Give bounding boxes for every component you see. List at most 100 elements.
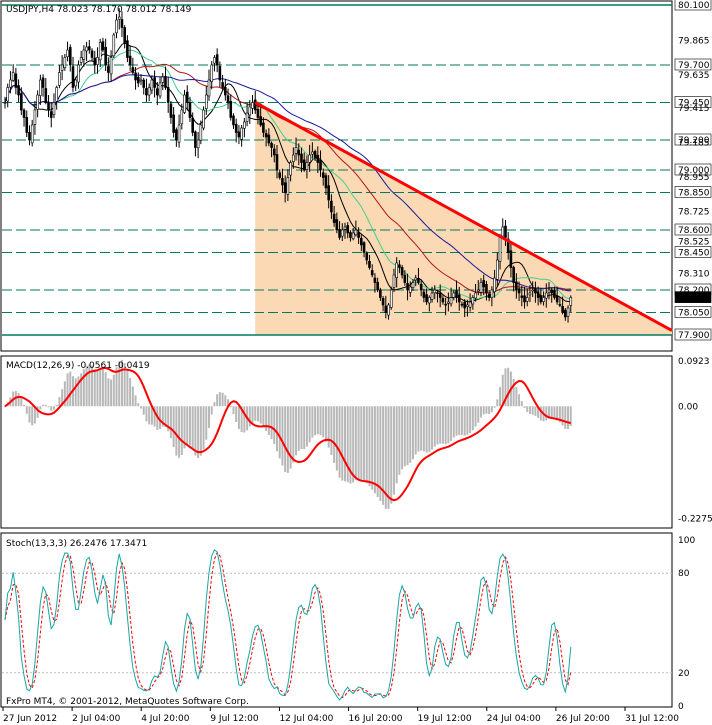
time-tick-label: 16 Jul 20:00 xyxy=(349,714,403,724)
copyright: FxPro MT4, © 2001-2012, MetaQuotes Softw… xyxy=(6,697,249,707)
candle-body xyxy=(77,64,80,83)
candle-body xyxy=(381,298,385,306)
macd-bar xyxy=(501,374,504,407)
candle-body xyxy=(482,280,486,288)
macd-bar xyxy=(395,406,398,484)
candle-body xyxy=(224,87,227,96)
candle-body xyxy=(550,289,554,294)
candle-body xyxy=(321,172,325,178)
candle-body xyxy=(561,306,564,313)
macd-bar xyxy=(208,406,210,428)
macd-bar xyxy=(137,403,140,407)
candle-body xyxy=(185,91,189,103)
candle-body xyxy=(569,297,573,306)
candle-body xyxy=(452,292,456,298)
macd-bar xyxy=(314,406,317,436)
candle-body xyxy=(528,292,532,296)
macd-bar xyxy=(20,398,23,407)
macd-bar xyxy=(276,406,278,452)
candle-body xyxy=(343,226,347,230)
macd-bar xyxy=(398,406,401,475)
macd-bar xyxy=(371,406,374,490)
candle-body xyxy=(188,102,192,118)
candle-body xyxy=(384,305,388,313)
macd-bar xyxy=(333,406,336,463)
price-tick-label: 79.700 xyxy=(678,61,710,71)
macd-bar xyxy=(420,406,423,451)
candle-body xyxy=(463,301,466,309)
macd-signal-path xyxy=(4,366,572,502)
time-tick-label: 24 Jul 04:00 xyxy=(487,714,541,724)
macd-bar xyxy=(458,406,461,436)
candle-body xyxy=(313,150,317,159)
price-tick-box xyxy=(674,163,712,176)
macd-bar xyxy=(344,406,346,482)
candle-body xyxy=(243,121,246,129)
macd-bar xyxy=(300,406,303,450)
candle-body xyxy=(286,177,290,195)
macd-bar xyxy=(425,406,428,453)
candle-body xyxy=(158,82,162,97)
macd-bar xyxy=(39,406,42,410)
candle-body xyxy=(275,154,279,171)
candle-body xyxy=(115,19,118,34)
macd-bar xyxy=(91,365,94,407)
candle-body xyxy=(30,124,34,144)
candle-body xyxy=(60,64,64,71)
candle-body xyxy=(156,88,159,96)
macd-bar xyxy=(4,406,6,408)
macd-bar xyxy=(387,406,390,509)
macd-bar xyxy=(292,406,295,463)
macd-bar xyxy=(42,404,45,407)
candle-body xyxy=(479,282,483,293)
macd-bar xyxy=(74,378,77,407)
candle-body xyxy=(419,283,423,291)
price-tick-label: 78.850 xyxy=(678,189,710,199)
macd-bar xyxy=(167,406,170,432)
macd-bar xyxy=(409,406,412,463)
macd-bar xyxy=(96,370,99,407)
candle-body xyxy=(474,292,477,299)
macd-bar xyxy=(254,406,257,421)
candle-body xyxy=(501,226,505,237)
candle-body xyxy=(460,303,464,306)
candle-body xyxy=(128,55,132,66)
macd-bar xyxy=(55,404,58,407)
candle-body xyxy=(180,109,184,125)
macd-bar xyxy=(450,406,453,441)
candle-body xyxy=(349,232,352,238)
macd-bar xyxy=(25,406,28,414)
macd-bar xyxy=(270,406,273,440)
macd-bar xyxy=(123,363,126,407)
macd-bar xyxy=(447,406,450,444)
macd-bar xyxy=(567,406,570,429)
macd-bar xyxy=(441,406,444,444)
candle-body xyxy=(164,76,167,88)
candle-body xyxy=(457,294,461,303)
price-tick-box xyxy=(674,96,712,108)
stoch-tick-label: 0 xyxy=(678,702,684,712)
macd-bar xyxy=(281,406,284,466)
candle-body xyxy=(213,57,216,64)
macd-bar xyxy=(120,359,123,407)
macd-bar xyxy=(197,406,200,459)
macd-bar xyxy=(36,406,39,418)
candle-body xyxy=(417,277,420,283)
candle-body xyxy=(221,82,224,88)
candle-body xyxy=(183,94,186,113)
stoch-panel: Stoch(13,3,3) 26.2476 17.3471 100 80 20 0 F… xyxy=(0,532,695,712)
candle-body xyxy=(311,151,314,155)
macd-bar xyxy=(352,406,355,483)
candle-body xyxy=(408,286,412,293)
candle-body xyxy=(194,131,197,148)
macd-bar xyxy=(466,406,469,435)
candle-body xyxy=(302,159,306,171)
candle-body xyxy=(126,40,129,58)
candle-body xyxy=(398,264,401,268)
candle-body xyxy=(112,34,116,57)
candle-body xyxy=(357,232,360,238)
macd-bar xyxy=(474,406,477,427)
macd-panel: MACD(12,26,9) -0.0561 -0.0419 0.0923 0.00… xyxy=(0,355,712,529)
macd-bar xyxy=(284,406,287,473)
macd-bar xyxy=(240,406,243,433)
